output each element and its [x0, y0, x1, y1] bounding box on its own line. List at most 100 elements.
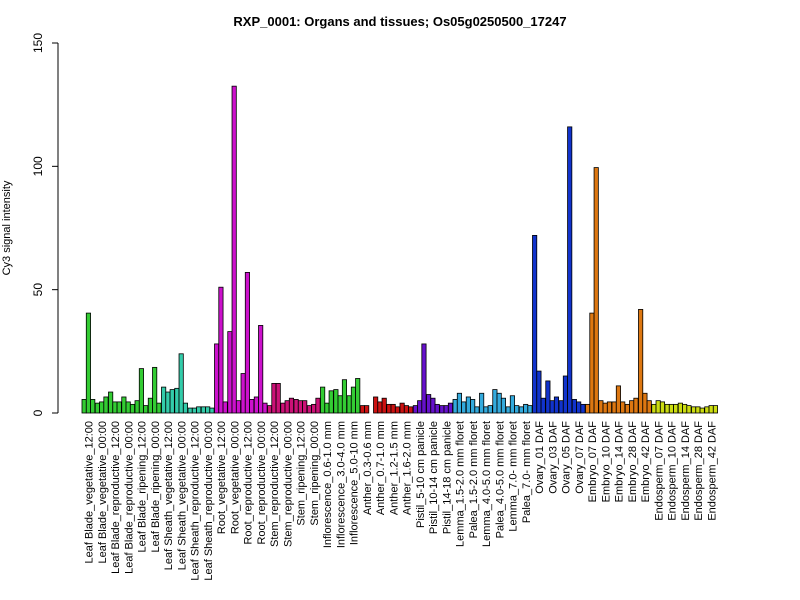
x-tick-label: Lemma_7.0- mm floret [508, 421, 520, 532]
bar [589, 312, 595, 414]
bar [94, 402, 100, 414]
bar [536, 370, 542, 414]
x-tick-label: Ovary_01 DAF [534, 421, 546, 494]
bar [394, 406, 401, 414]
bar [275, 382, 281, 414]
bar [267, 405, 273, 414]
bar [200, 406, 206, 414]
bar [695, 406, 701, 414]
bar [288, 397, 295, 414]
bar [222, 401, 228, 414]
bar [377, 401, 383, 414]
x-tick-label: Endosperm_07 DAF [653, 421, 665, 521]
bar [147, 397, 153, 414]
x-tick-label: Inflorescence_3.0-4.0 mm [335, 421, 347, 548]
bar [593, 167, 599, 414]
bar [205, 406, 211, 414]
bar [143, 405, 149, 414]
bar [443, 405, 449, 414]
x-tick-label: Root_vegetative_00:00 [229, 421, 241, 534]
bar [412, 405, 418, 414]
bar [611, 401, 617, 414]
bar [403, 405, 409, 414]
x-tick-label: Leaf Blade_vegetative_12:00 [84, 421, 96, 564]
x-tick-label: Leaf Blade_vegetative_00:00 [97, 421, 109, 564]
bar [518, 406, 524, 414]
bar [673, 403, 679, 414]
x-tick-label: Palea_4.0-5.0 mm floret [494, 421, 506, 538]
bar [293, 399, 299, 414]
y-axis: 0 50 100 150 [31, 33, 59, 416]
x-tick-label: Embryo_10 DAF [600, 421, 612, 503]
bar [558, 400, 564, 414]
bar [421, 343, 427, 414]
bar [567, 126, 573, 414]
bar [244, 271, 250, 414]
bar [638, 308, 644, 414]
x-tick-label: Pistil_14-18 cm panicle [441, 421, 453, 534]
x-tick-label: Palea_1.5-2.0 mm floret [468, 421, 480, 538]
x-tick-label: Stem_reproductive_12:00 [269, 421, 281, 547]
bar [235, 400, 242, 414]
bar [474, 406, 480, 414]
y-tick-label: 50 [31, 283, 45, 297]
bar [668, 403, 674, 414]
bar [655, 400, 661, 414]
bar [381, 397, 387, 414]
bar [174, 387, 180, 414]
bar [434, 403, 440, 414]
bar [302, 400, 308, 414]
x-tick-label: Embryo_14 DAF [614, 421, 626, 503]
bar [677, 402, 683, 414]
bar [108, 391, 114, 414]
bar [606, 401, 613, 414]
y-tick-label: 150 [31, 33, 45, 53]
bar [571, 399, 577, 414]
bar [218, 286, 224, 414]
bar [496, 392, 502, 414]
bar [227, 331, 233, 414]
x-tick-label: Inflorescence_5.0-10 mm [349, 421, 361, 545]
bar [165, 391, 171, 414]
bar [99, 401, 105, 414]
bar [182, 402, 189, 414]
bar [169, 389, 175, 414]
bar [125, 401, 131, 414]
x-tick-label: Embryo_07 DAF [587, 421, 599, 503]
x-tick-label: Endosperm_42 DAF [706, 421, 718, 521]
x-tick-label: Stem_reproductive_00:00 [282, 421, 294, 547]
x-tick-label: Stem_ripening_00:00 [309, 421, 321, 526]
bar [686, 405, 692, 414]
bar [112, 401, 118, 414]
bar [271, 382, 277, 414]
bar [390, 403, 396, 414]
bar [540, 397, 546, 414]
bar [553, 396, 560, 414]
bar [620, 401, 626, 414]
bar [214, 343, 220, 414]
bar [209, 407, 215, 414]
bar [580, 403, 586, 414]
bar [430, 397, 436, 414]
bar [461, 401, 467, 414]
bar [642, 392, 648, 414]
bar [712, 405, 719, 414]
x-tick-label: Lemma_1.5-2.0 mm floret [455, 421, 467, 547]
bar [315, 397, 321, 414]
y-tick-label: 0 [31, 409, 45, 416]
x-tick-label: Palea_7.0- mm floret [521, 421, 533, 523]
y-tick-label: 100 [31, 156, 45, 176]
x-tick-label: Leaf Sheath_reproductive_12:00 [190, 421, 202, 581]
x-tick-label: Leaf Blade_ripening_00:00 [150, 421, 162, 553]
bars-group [81, 85, 719, 414]
x-tick-label: Pistil_5-10 cm panicle [415, 421, 427, 528]
bar [81, 399, 87, 414]
chart-title: RXP_0001: Organs and tissues; Os05g02505… [233, 14, 566, 29]
y-axis-label: Cy3 signal intensity [1, 180, 13, 275]
bar [704, 406, 710, 414]
x-tick-label: Endosperm_10 DAF [667, 421, 679, 521]
bar [249, 399, 255, 414]
x-tick-label: Embryo_28 DAF [627, 421, 639, 503]
bar [324, 402, 330, 414]
x-tick-label: Anther_0.3-0.6 mm [362, 421, 374, 515]
